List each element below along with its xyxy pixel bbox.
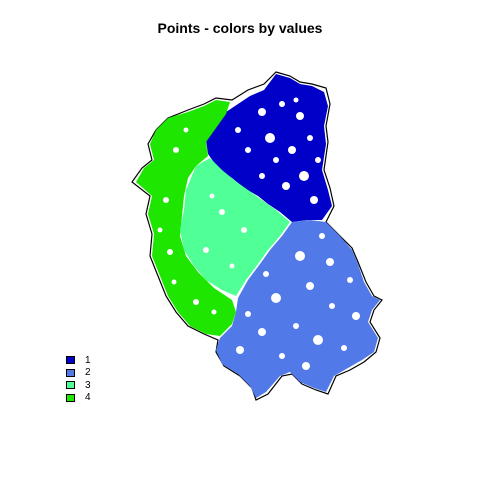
legend-item-3: 3	[66, 379, 91, 392]
legend-swatch-1	[66, 356, 75, 365]
region-boundary	[131, 71, 383, 401]
region-4-area	[136, 100, 236, 336]
region-1-area	[206, 74, 332, 222]
legend-label-4: 4	[85, 392, 91, 404]
legend-swatch-2	[66, 368, 75, 377]
region-2-area	[216, 220, 380, 398]
density-gaps	[157, 97, 360, 370]
legend-label-2: 2	[85, 367, 91, 379]
legend-label-3: 3	[85, 379, 91, 391]
legend-swatch-4	[66, 393, 75, 402]
chart-title: Points - colors by values	[157, 20, 323, 36]
legend-item-1: 1	[66, 354, 91, 367]
legend: 1 2 3 4	[66, 354, 91, 404]
legend-item-2: 2	[66, 367, 91, 380]
legend-swatch-3	[66, 381, 75, 390]
region-3-area	[180, 158, 290, 296]
legend-label-1: 1	[85, 354, 91, 366]
legend-item-4: 4	[66, 392, 91, 405]
